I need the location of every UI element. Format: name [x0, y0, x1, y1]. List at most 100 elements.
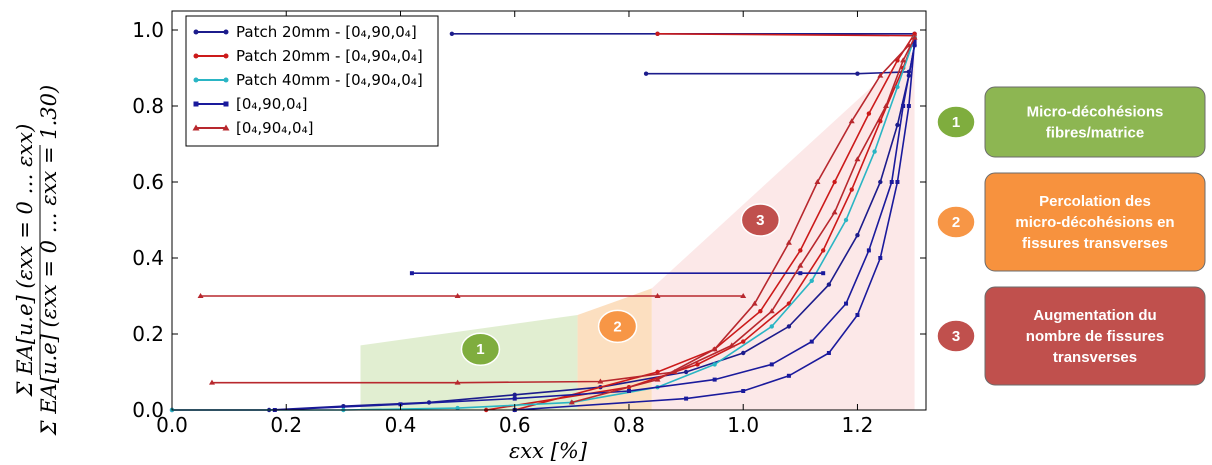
- series-2-point: [820, 248, 826, 253]
- y-axis-label-denominator: Σ EA[u.e] (εxx = 0 … εxx = 1.30): [37, 85, 61, 436]
- series-5-point: [197, 293, 204, 298]
- series-2-point: [798, 248, 803, 253]
- series-2-point: [655, 369, 660, 375]
- annotation-1-badge-label: 1: [952, 114, 960, 131]
- y-tick-label: 0.8: [132, 94, 164, 118]
- series-1-point: [826, 282, 832, 287]
- legend-item: [0₄,90,0₄]: [193, 95, 307, 113]
- annotation-2-badge-label: 2: [952, 214, 960, 231]
- series-4-point: [409, 271, 414, 276]
- series-1-point: [855, 71, 860, 76]
- y-axis-label-numerator: Σ EA[u.e] (εxx = 0 … εxx): [13, 124, 37, 398]
- zone-3-area: [651, 52, 915, 411]
- series-4-point: [889, 180, 894, 184]
- zone-2-badge: [597, 309, 638, 344]
- series-4-point: [712, 377, 717, 382]
- series-4-point: [821, 271, 826, 276]
- legend-swatch-marker: [223, 101, 229, 107]
- legend-swatch-marker: [193, 29, 199, 35]
- series-5-point: [877, 72, 884, 78]
- series-4-point: [826, 351, 831, 355]
- series-2-point: [655, 31, 660, 36]
- series-4-point: [741, 389, 746, 393]
- series-5-point: [911, 34, 918, 40]
- series-4-point: [769, 362, 774, 367]
- series-5-point: [671, 369, 678, 374]
- series-4-line: [514, 41, 916, 411]
- y-tick-label: 0.2: [132, 322, 164, 346]
- series-5-point: [728, 342, 735, 348]
- legend-swatch-marker: [193, 101, 199, 107]
- series-5: [197, 34, 918, 405]
- series-2-line: [657, 33, 915, 37]
- series-5-point: [797, 262, 804, 268]
- x-axis-title: εxx [%]: [509, 439, 588, 463]
- annotation-2-box: [984, 172, 1206, 272]
- series-2-point: [832, 179, 837, 185]
- series-5-point: [454, 293, 461, 298]
- x-tick-label: 1.2: [842, 413, 874, 437]
- series-1-point: [895, 122, 900, 128]
- series-5-point: [848, 118, 855, 124]
- series-1-point: [512, 392, 517, 397]
- annotations: 1 Micro-décohésions fibres/matrice 2 Percola…: [936, 86, 1206, 386]
- series-5-point: [900, 57, 907, 63]
- series-2-point: [758, 309, 763, 314]
- series-5-point: [883, 103, 890, 108]
- legend-swatch-marker: [222, 124, 230, 131]
- annotation-3-text: nombre de fissures: [1026, 328, 1164, 345]
- series-1-point: [449, 31, 455, 36]
- series-4-point: [866, 248, 871, 253]
- annotation-3-badge-label: 3: [952, 328, 960, 345]
- series-5-point: [654, 376, 661, 382]
- series-3-line: [172, 37, 916, 411]
- series-1-point: [855, 233, 860, 238]
- y-tick-label: 0.4: [132, 246, 164, 270]
- annotation-3: 3 Augmentation du nombre de fissures transv…: [936, 286, 1206, 386]
- annotation-1-text: Micro-décohésions: [1027, 104, 1164, 121]
- series-1-point: [786, 324, 792, 329]
- series-4-point: [798, 271, 803, 276]
- series-4-point: [626, 389, 631, 393]
- x-tick-label: 0.0: [156, 413, 188, 437]
- y-tick-label: 0.0: [132, 398, 164, 422]
- legend-item: Patch 40mm - [0₄,90₄,0₄]: [193, 71, 423, 89]
- series-2-point: [866, 111, 872, 116]
- zone-badges: 1 2 3: [460, 203, 781, 366]
- series-3-point: [455, 405, 460, 411]
- series-4-point: [684, 396, 689, 401]
- annotation-2-text: micro-décohésions en: [1015, 214, 1174, 231]
- annotation-1-box: [984, 86, 1206, 158]
- annotation-1-text: fibres/matrice: [1046, 125, 1144, 142]
- zone-3-badge-label: 3: [756, 212, 764, 229]
- x-tick-label: 1.0: [727, 413, 759, 437]
- x-tick-label: 0.4: [385, 413, 417, 437]
- series-4-point: [512, 396, 517, 401]
- series-4-point: [844, 301, 849, 306]
- series-5-point: [905, 42, 912, 48]
- series-2-point: [695, 362, 700, 367]
- x-axis: 0.0 0.2 0.4 0.6 0.8 1.0 1.2: [156, 11, 873, 437]
- series-3-point: [809, 278, 814, 283]
- legend-item: Patch 20mm - [0₄,90,0₄]: [193, 23, 417, 41]
- series-5-point: [814, 179, 821, 184]
- series-1-line: [646, 71, 909, 75]
- series-4-point: [901, 104, 906, 108]
- series-4-point: [912, 39, 917, 44]
- series-1-point: [741, 350, 746, 356]
- series-5-point: [740, 293, 747, 298]
- series-5-point: [597, 378, 604, 384]
- legend-swatch-marker: [192, 124, 200, 131]
- series-5-point: [854, 156, 861, 162]
- series-3-point: [769, 324, 774, 329]
- plot-frame: [171, 10, 927, 411]
- annotation-1: 1 Micro-décohésions fibres/matrice: [936, 86, 1206, 158]
- series-4-point: [895, 180, 900, 184]
- legend-label: Patch 40mm - [0₄,90₄,0₄]: [236, 71, 423, 89]
- legend-swatch-marker: [193, 53, 199, 59]
- annotation-3-badge: [936, 319, 976, 353]
- x-tick-label: 0.6: [499, 413, 531, 437]
- legend-item: Patch 20mm - [0₄,90₄,0₄]: [193, 47, 423, 65]
- series-5-point: [711, 346, 718, 352]
